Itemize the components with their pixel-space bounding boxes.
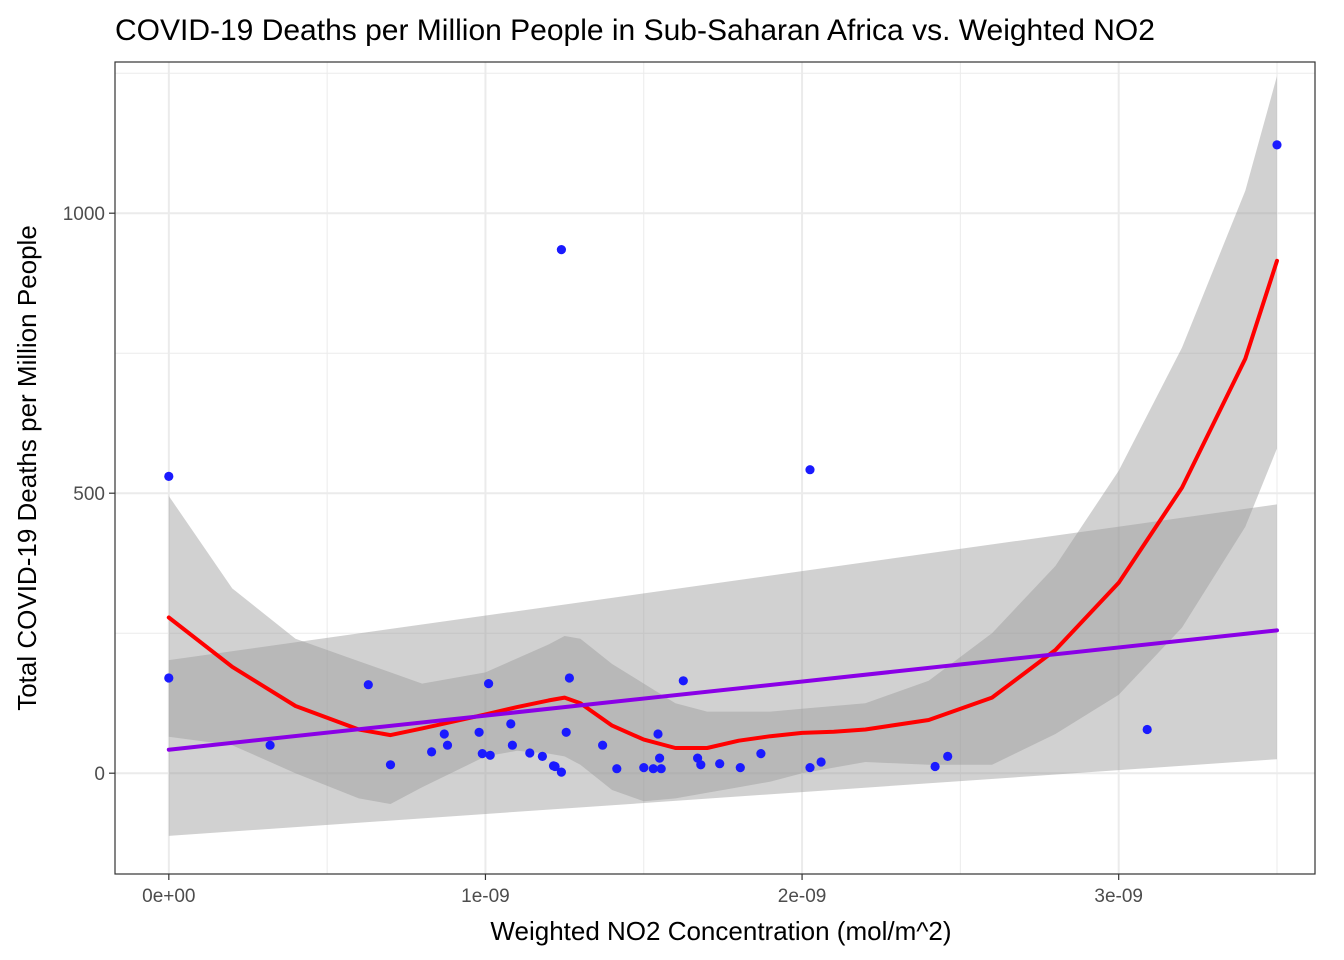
data-point — [696, 760, 706, 770]
plot-panel-background — [115, 62, 1315, 874]
confidence-bands — [168, 76, 1277, 836]
data-points — [164, 140, 1282, 777]
data-point — [678, 676, 688, 686]
data-point — [561, 727, 571, 737]
data-point — [385, 760, 396, 770]
data-point — [556, 767, 567, 777]
x-axis-title: Weighted NO2 Concentration (mol/m^2) — [490, 916, 951, 946]
y-axis: 0 500 1000 — [63, 204, 115, 785]
data-point — [648, 764, 658, 774]
data-point — [735, 763, 745, 773]
grid-minor — [115, 62, 1315, 874]
data-point — [564, 673, 575, 683]
y-tick-label: 0 — [94, 764, 105, 785]
linear-confidence-band — [168, 504, 1277, 836]
y-tick-label: 500 — [73, 484, 105, 505]
x-axis: 0e+00 1e-09 2e-09 3e-09 — [142, 874, 1143, 907]
data-point — [537, 751, 548, 762]
data-point — [556, 245, 567, 255]
data-point — [653, 729, 663, 739]
data-point — [506, 719, 516, 729]
data-point — [474, 727, 484, 737]
data-point — [265, 740, 275, 750]
data-point — [930, 761, 940, 772]
data-point — [363, 680, 373, 690]
x-tick-label: 0e+00 — [142, 886, 195, 907]
data-point — [805, 763, 815, 773]
chart-title: COVID-19 Deaths per Million People in Su… — [115, 14, 1155, 47]
data-point — [655, 753, 665, 763]
y-axis-title: Total COVID-19 Deaths per Million People — [12, 225, 42, 711]
data-point — [805, 465, 815, 475]
grid-major — [115, 62, 1315, 874]
plot-panel-border — [114, 61, 1316, 875]
data-point — [598, 740, 608, 750]
data-point — [525, 748, 535, 758]
linear-fit-line — [166, 628, 1279, 752]
data-point — [1142, 724, 1152, 735]
x-tick-label: 1e-09 — [461, 886, 510, 907]
data-point — [484, 679, 494, 689]
data-point — [477, 749, 487, 759]
x-tick-label: 3e-09 — [1094, 886, 1143, 907]
data-point — [485, 750, 495, 760]
data-point — [164, 673, 174, 683]
data-point — [1272, 140, 1282, 150]
data-point — [943, 751, 953, 762]
data-point — [439, 729, 449, 739]
data-point — [612, 764, 622, 774]
data-point — [715, 759, 725, 769]
data-point — [756, 749, 766, 759]
x-tick-label: 2e-09 — [778, 886, 827, 907]
data-point — [507, 740, 517, 750]
data-point — [164, 471, 174, 481]
fit-lines — [166, 258, 1279, 752]
data-point — [656, 764, 666, 774]
loess-fit-line — [166, 258, 1279, 750]
data-point — [816, 757, 826, 767]
data-point — [427, 747, 437, 757]
loess-confidence-band — [168, 76, 1277, 804]
data-point — [639, 763, 649, 773]
data-point — [550, 761, 560, 772]
data-point — [442, 740, 453, 750]
y-tick-label: 1000 — [63, 204, 105, 225]
